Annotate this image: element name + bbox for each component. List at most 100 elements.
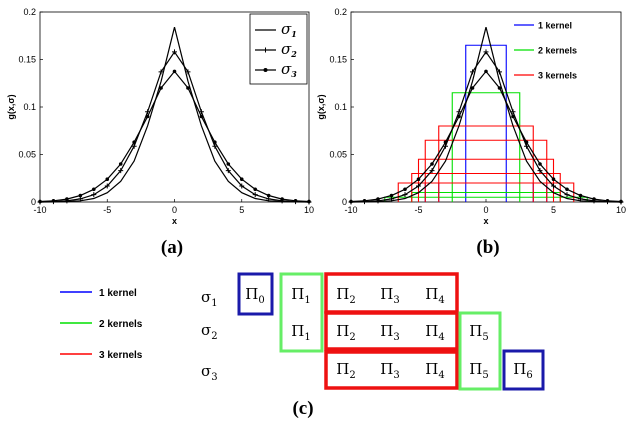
kernel-box: [411, 172, 561, 202]
panel-b-point-circle: [443, 140, 448, 144]
panel-b-ytick-label: 0.05: [329, 150, 347, 160]
legend-label-1: σ2: [281, 40, 297, 59]
kernel-box: [438, 125, 534, 202]
kernel-box: [451, 92, 521, 202]
panel-b-point-circle: [619, 199, 623, 204]
panel-a-point-circle: [186, 86, 190, 90]
panel-b-point-circle: [457, 114, 461, 119]
panel-b-point-circle: [511, 114, 515, 119]
panel-a-xtick-label: 10: [304, 205, 314, 215]
panel-a-point-circle: [172, 69, 177, 74]
panel-a-point-circle: [38, 199, 42, 204]
panel-b-xlabel: x: [483, 216, 488, 226]
legend-c-label-1: 2 kernels: [99, 319, 143, 330]
panel-a-point-circle: [253, 187, 257, 192]
panel-b-chart: -10 -5 0 5 10 0 0.05 0.1 0.15 0.2 x g(x,σ) 1 kernel 2…: [316, 7, 626, 226]
panel-a-xtick-label: 5: [239, 205, 244, 215]
panel-b-point-plus: [443, 143, 448, 149]
panel-b-ylabel: g(x,σ): [316, 94, 326, 119]
panel-a-point-circle: [118, 162, 123, 166]
panel-a-point-plus: [252, 192, 258, 198]
panel-a-point-plus: [185, 69, 191, 75]
panel-a-point-plus: [91, 192, 97, 198]
cell-pi4-row1: Π4: [425, 285, 444, 306]
panel-b-xtick-label: 5: [551, 205, 556, 215]
panel-a-legend-box: [249, 13, 308, 85]
panel-b-ytick-label: 0.1: [334, 102, 347, 112]
panel-b-legend: 1 kernel 2 kernels 3 kernels: [514, 21, 577, 81]
panel-b-point-circle: [416, 177, 421, 181]
cell-pi6: Π6: [513, 360, 532, 381]
box-row2-red: [324, 311, 459, 351]
panel-a-point-circle: [213, 140, 217, 144]
panel-a-point-circle: [159, 86, 163, 90]
panel-b-point-plus: [483, 49, 489, 55]
panel-a-xtick-label: -5: [103, 205, 111, 215]
panel-a-point-plus: [239, 183, 245, 189]
panel-a-point-circle: [226, 162, 231, 166]
legend-label-0: 1 kernel: [538, 21, 572, 31]
panel-b-point-circle: [376, 197, 380, 201]
panel-a-point-plus: [131, 143, 137, 149]
panel-a-ytick-label: 0: [31, 197, 36, 207]
row-sigma-3: σ3: [201, 362, 218, 383]
legend-c-label-2: 3 kernels: [99, 350, 143, 361]
panel-b-point-plus: [524, 143, 529, 149]
panel-a-point-circle: [293, 198, 298, 203]
panel-a-series-line-0: [39, 27, 310, 203]
panel-a-point-plus: [118, 168, 124, 174]
panel-b-point-circle: [497, 86, 502, 90]
panel-b-point-circle: [565, 187, 569, 192]
panel-a-point-circle: [105, 177, 110, 181]
panel-b-xtick-label: 0: [483, 205, 488, 215]
panel-b-ytick-label: 0: [342, 197, 347, 207]
panel-a-point-circle: [280, 197, 284, 201]
cell-pi3-row3: Π3: [380, 360, 399, 381]
cell-pi2-row3: Π2: [336, 360, 355, 381]
panel-b-point-plus: [470, 69, 475, 75]
cell-pi4-row3: Π4: [425, 360, 444, 381]
panel-b-xtick-label: 10: [616, 205, 626, 215]
panel-a-point-plus: [225, 168, 231, 174]
box-pi1-green: [279, 272, 324, 353]
box-row3-red: [324, 350, 459, 390]
panel-label-a: (a): [161, 237, 183, 258]
legend-marker-plus: [263, 47, 268, 53]
cell-pi2-row1: Π2: [336, 285, 355, 306]
panel-a-xtick-label: 0: [172, 205, 177, 215]
panel-a-point-circle: [199, 114, 204, 119]
panel-a-xlabel: x: [172, 216, 177, 226]
panel-a-xtick-label: -10: [33, 205, 46, 215]
kernel-box: [465, 44, 507, 202]
legend-marker-circle: [263, 68, 268, 72]
panel-a-point-plus: [104, 183, 110, 189]
panel-b-point-circle: [349, 199, 353, 204]
panel-b-point-circle: [551, 177, 556, 181]
cell-pi3-row2: Π3: [380, 322, 399, 343]
panel-a-point-circle: [78, 193, 83, 198]
box-pi6-blue: [502, 349, 545, 391]
panel-b-point-plus: [402, 192, 408, 198]
panel-a-point-plus: [158, 69, 164, 75]
legend-label-0: σ1: [281, 20, 297, 39]
panel-b-point-circle: [538, 162, 542, 166]
panel-a-point-circle: [239, 177, 244, 181]
panel-label-c: (c): [292, 398, 313, 419]
panel-a-point-plus: [212, 143, 218, 149]
panel-a-point-circle: [266, 193, 271, 198]
panel-b-point-plus: [416, 183, 421, 189]
panel-b-series-line-1: [350, 50, 622, 203]
legend-c-label-0: 1 kernel: [99, 288, 137, 299]
panel-b-point-circle: [592, 197, 596, 201]
panel-b-series-line-2: [350, 70, 622, 203]
panel-a-ytick-label: 0.15: [18, 55, 36, 65]
panel-b-xtick-label: -5: [414, 205, 422, 215]
panel-a-point-circle: [51, 198, 56, 203]
box-pi0-blue: [237, 272, 274, 316]
panel-b-point-circle: [578, 193, 583, 198]
panel-b-point-circle: [605, 198, 610, 203]
panel-a-point-circle: [307, 199, 311, 204]
cell-pi5-row3: Π5: [469, 360, 488, 381]
cell-pi1-row1: Π1: [291, 285, 310, 306]
